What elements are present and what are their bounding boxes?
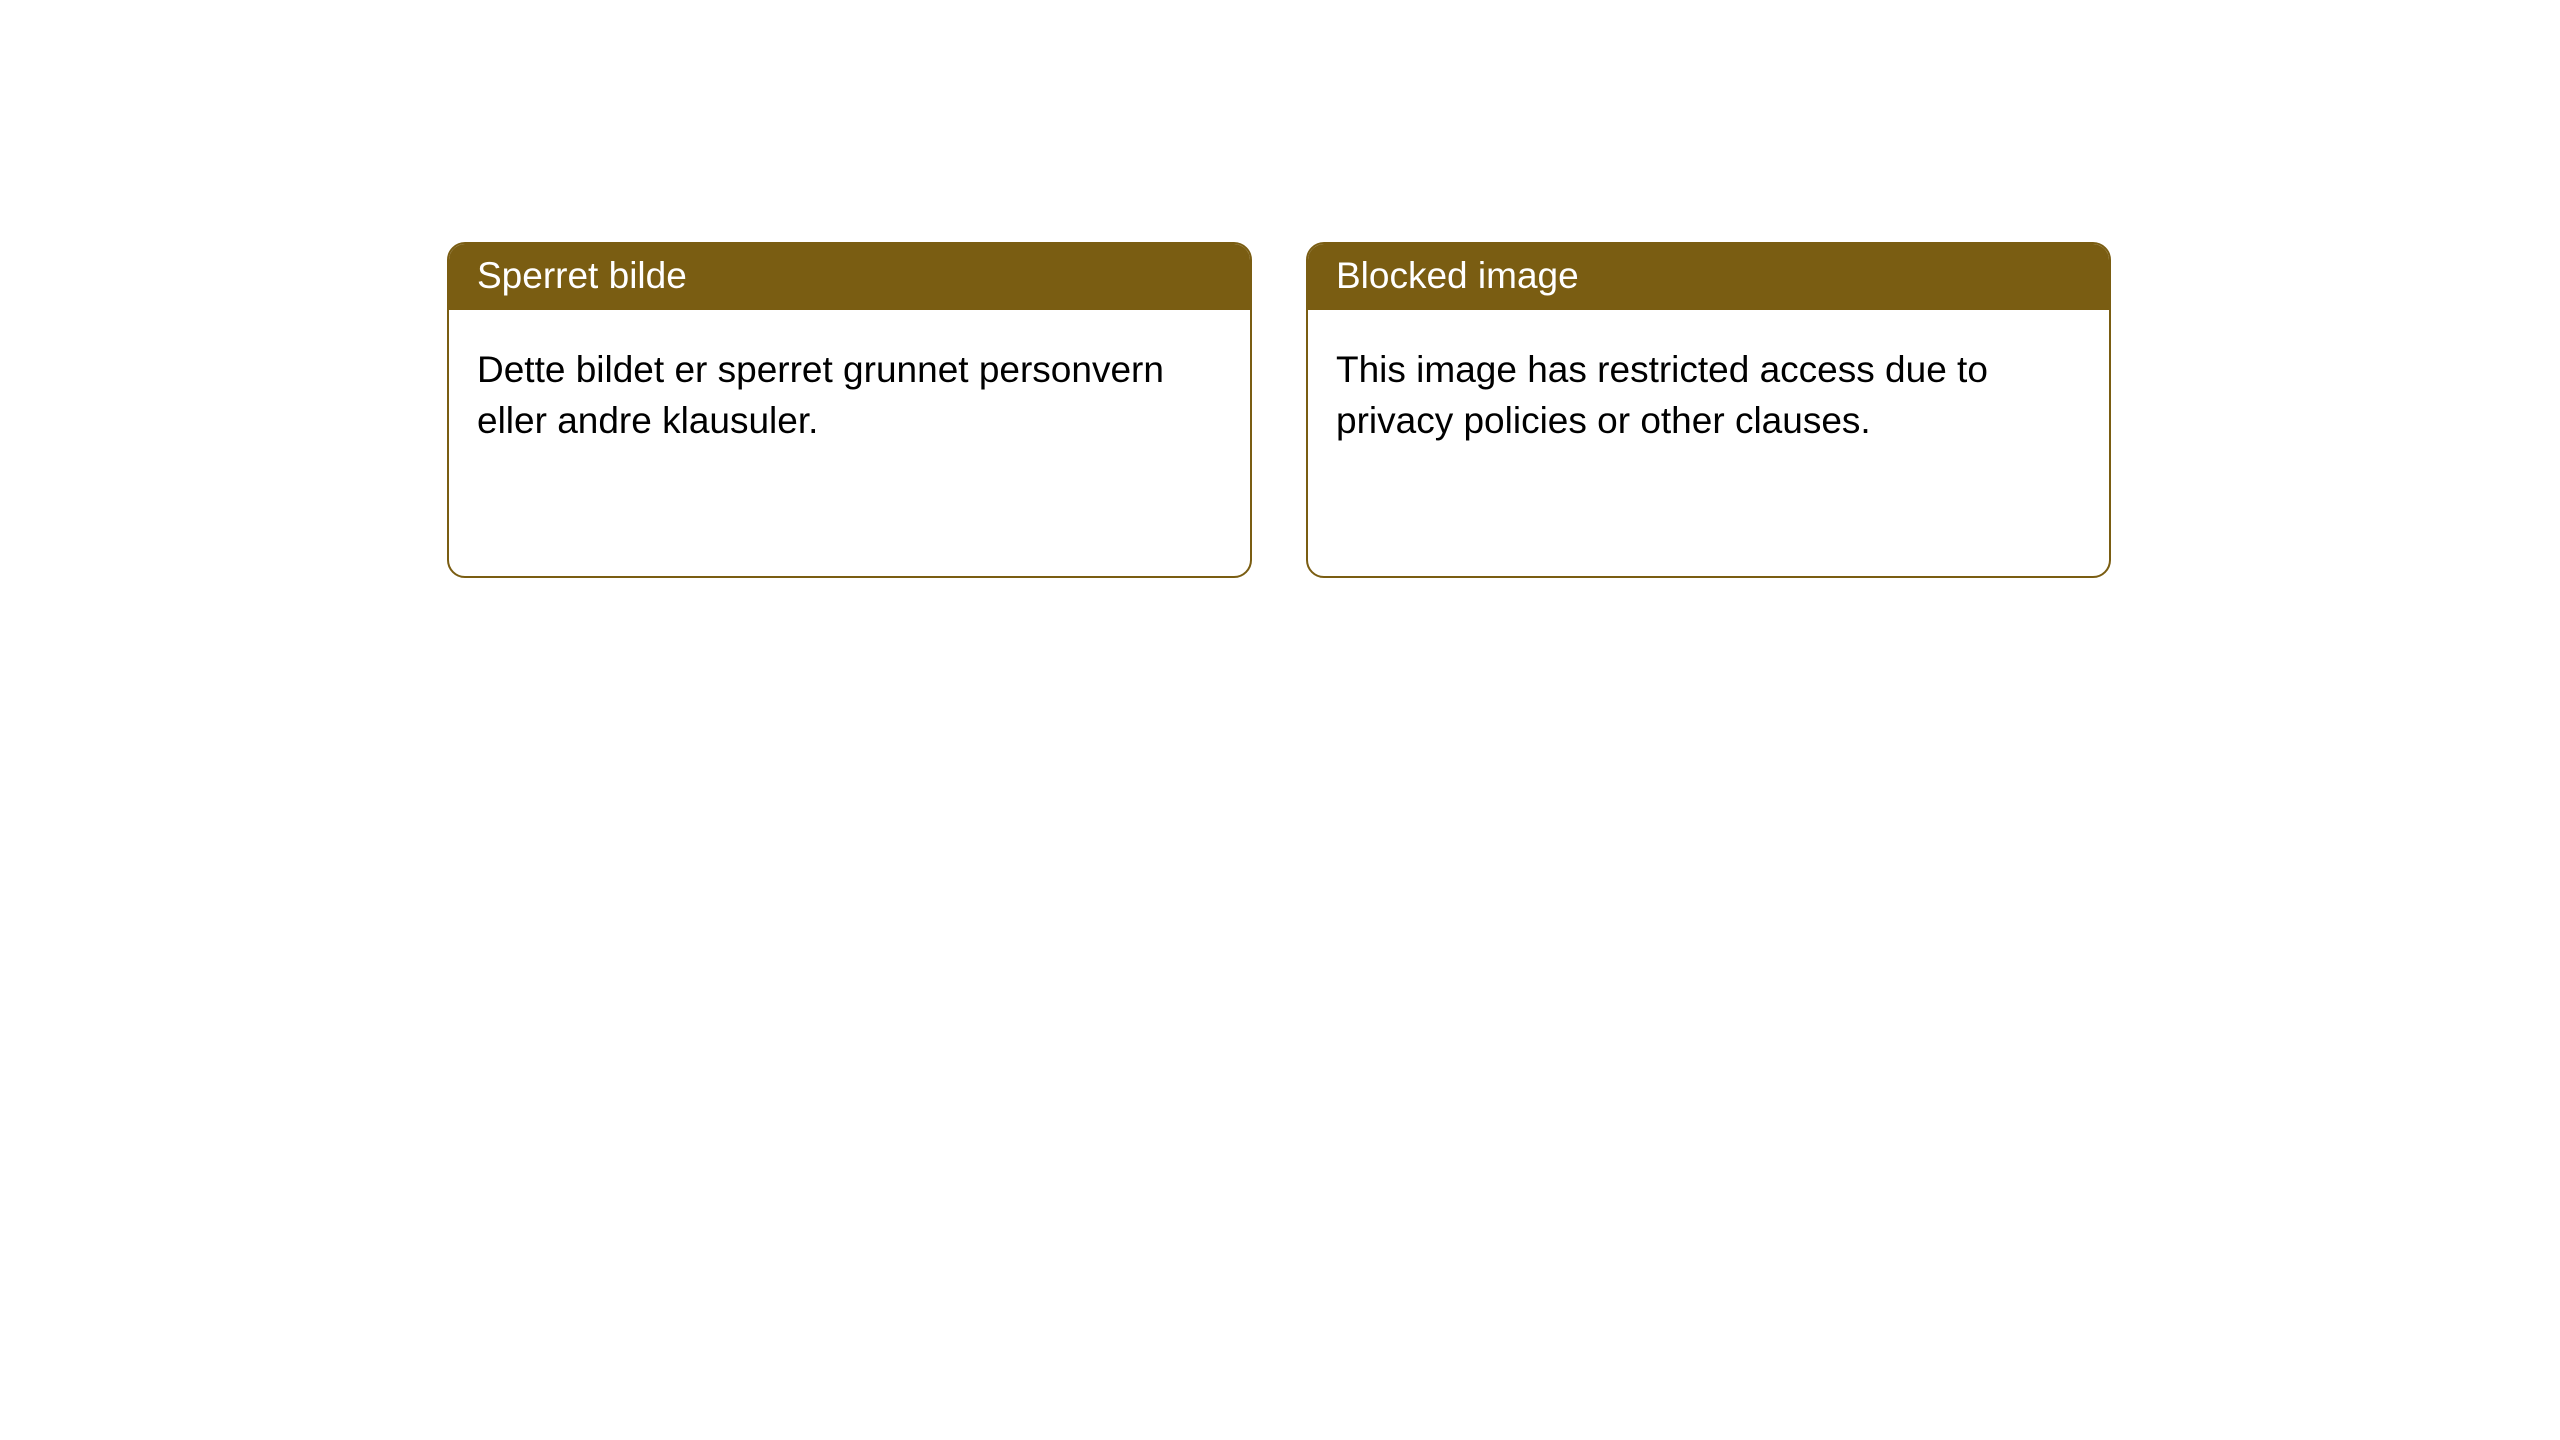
notice-title: Blocked image <box>1308 244 2109 310</box>
notice-body: This image has restricted access due to … <box>1308 310 2109 480</box>
notice-body: Dette bildet er sperret grunnet personve… <box>449 310 1250 480</box>
notice-title: Sperret bilde <box>449 244 1250 310</box>
notice-container: Sperret bilde Dette bildet er sperret gr… <box>0 0 2560 578</box>
notice-box-norwegian: Sperret bilde Dette bildet er sperret gr… <box>447 242 1252 578</box>
notice-box-english: Blocked image This image has restricted … <box>1306 242 2111 578</box>
